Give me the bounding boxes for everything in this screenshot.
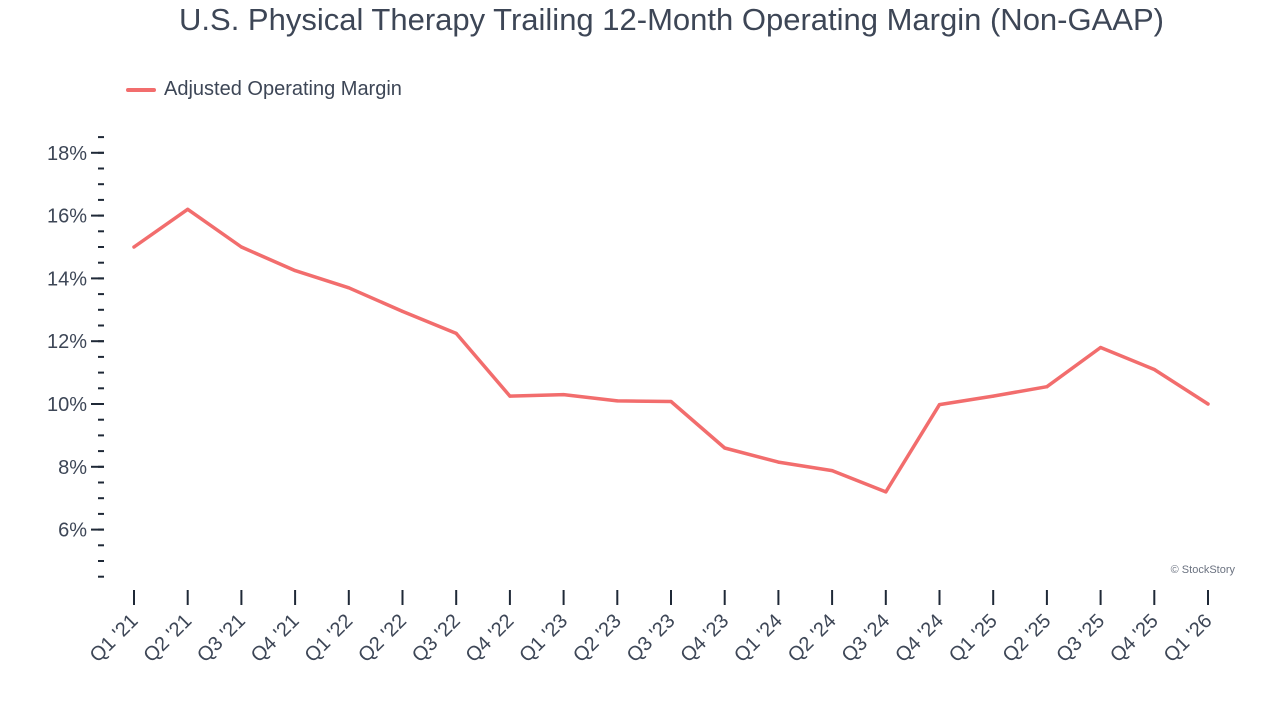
x-tick-label: Q4 '22 [462, 610, 519, 667]
data-point [454, 331, 458, 335]
x-tick-label: Q1 '25 [945, 610, 1002, 667]
x-tick-label: Q2 '21 [139, 610, 196, 667]
y-tick-label: 10% [47, 394, 87, 416]
y-tick-label: 16% [47, 206, 87, 228]
x-tick-label: Q3 '22 [408, 610, 465, 667]
legend-swatch [126, 87, 156, 92]
legend-label: Adjusted Operating Margin [164, 78, 402, 100]
data-point [400, 309, 405, 313]
series-line [132, 207, 1210, 494]
y-tick-label: 8% [58, 457, 87, 479]
data-point [776, 460, 781, 464]
x-tick-label: Q1 '23 [515, 610, 572, 667]
x-tick-label: Q1 '21 [86, 610, 143, 667]
x-tick-label: Q1 '22 [301, 610, 358, 667]
data-point [1152, 367, 1156, 372]
data-point [186, 207, 190, 211]
legend: Adjusted Operating Margin [126, 78, 402, 101]
data-point [132, 245, 136, 249]
x-tick-label: Q2 '22 [354, 610, 411, 667]
data-point [508, 394, 512, 398]
data-point [347, 286, 351, 290]
data-point [293, 268, 297, 273]
data-point [615, 399, 619, 403]
data-point [830, 468, 834, 473]
data-point [937, 403, 942, 407]
data-point [1206, 402, 1210, 406]
data-point [562, 392, 566, 397]
y-tick-label: 18% [47, 143, 87, 165]
credit-watermark: © StockStory [1170, 564, 1235, 576]
data-point [669, 399, 673, 404]
x-tick-label: Q1 '24 [730, 610, 787, 667]
data-point [991, 394, 995, 398]
x-tick-label: Q4 '21 [247, 610, 304, 667]
chart-title: U.S. Physical Therapy Trailing 12-Month … [179, 2, 1164, 37]
x-tick-label: Q4 '25 [1106, 610, 1163, 667]
x-tick-label: Q1 '26 [1160, 610, 1217, 667]
y-tick-label: 6% [58, 520, 87, 542]
y-tick-label: 14% [47, 268, 87, 290]
x-tick-label: Q3 '21 [193, 610, 250, 667]
x-tick-label: Q4 '24 [891, 610, 948, 667]
x-tick-label: Q2 '25 [999, 610, 1056, 667]
data-point [723, 446, 727, 450]
x-tick-label: Q2 '23 [569, 610, 626, 667]
x-tick-label: Q3 '23 [623, 610, 680, 667]
x-tick-label: Q2 '24 [784, 610, 841, 667]
y-tick-label: 12% [47, 331, 87, 353]
data-point [239, 245, 243, 249]
data-point [884, 490, 888, 494]
x-tick-label: Q3 '24 [838, 610, 895, 667]
x-tick-label: Q4 '23 [676, 610, 733, 667]
x-tick-label: Q3 '25 [1052, 610, 1109, 667]
data-point [1045, 385, 1049, 389]
data-point [1099, 345, 1103, 350]
